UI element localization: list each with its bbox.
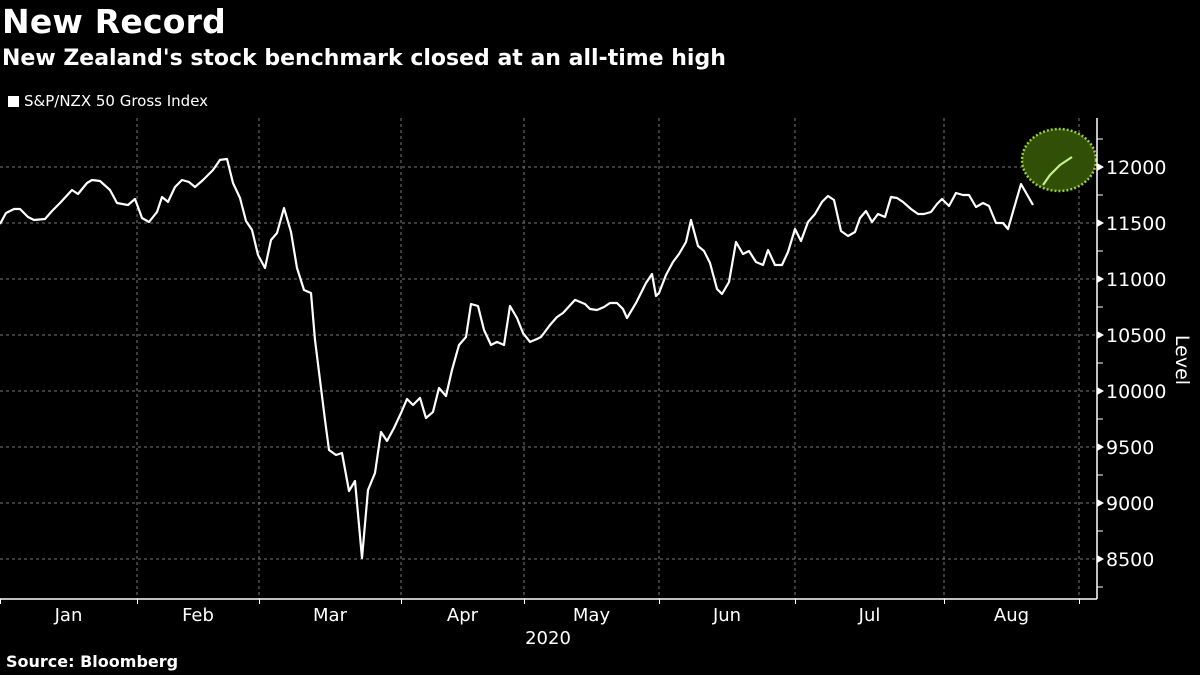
y-tick-marker-icon xyxy=(1097,443,1104,451)
y-tick-label: 9500 xyxy=(1106,437,1154,459)
chart-subtitle: New Zealand's stock benchmark closed at … xyxy=(2,46,726,71)
y-tick-label: 12000 xyxy=(1106,157,1166,179)
y-axis-label: Level xyxy=(1171,335,1193,385)
highlight-ellipse xyxy=(1020,127,1098,193)
x-tick-label: May xyxy=(573,605,611,626)
y-tick-marker-icon xyxy=(1097,331,1104,339)
y-tick-label: 9000 xyxy=(1106,493,1154,515)
y-tick-marker-icon xyxy=(1097,163,1104,171)
y-tick-marker-icon xyxy=(1097,387,1104,395)
axes: 8500 9000 9500 10000 10500 11000 11500 12000 Jan… xyxy=(0,118,1166,626)
y-tick-label: 11500 xyxy=(1106,213,1166,235)
legend: S&P/NZX 50 Gross Index xyxy=(8,92,208,110)
chart-title: New Record xyxy=(2,2,226,41)
source-note: Source: Bloomberg xyxy=(6,652,179,671)
y-tick-label: 10500 xyxy=(1106,325,1166,347)
record-high-highlight xyxy=(1020,127,1098,193)
y-tick-label: 10000 xyxy=(1106,381,1166,403)
y-tick-marker-icon xyxy=(1097,499,1104,507)
y-tick-marker-icon xyxy=(1097,555,1104,563)
x-tick-label: Aug xyxy=(994,605,1029,626)
legend-label: S&P/NZX 50 Gross Index xyxy=(24,92,209,110)
gridlines xyxy=(0,118,1097,599)
x-tick-label: Apr xyxy=(447,605,479,626)
index-line xyxy=(0,157,1034,560)
index-line-highlighted xyxy=(1042,156,1073,186)
x-tick-label: Jun xyxy=(712,605,741,626)
y-tick-marker-icon xyxy=(1097,219,1104,227)
legend-swatch-icon xyxy=(8,95,19,107)
x-tick-label: Jan xyxy=(54,605,83,626)
y-tick-label: 11000 xyxy=(1106,269,1166,291)
x-tick-label: Feb xyxy=(182,605,214,626)
x-tick-label: Mar xyxy=(313,605,348,626)
x-axis-year-label: 2020 xyxy=(525,628,571,649)
y-tick-label: 8500 xyxy=(1106,549,1154,571)
x-tick-label: Jul xyxy=(858,605,881,626)
y-tick-marker-icon xyxy=(1097,275,1104,283)
